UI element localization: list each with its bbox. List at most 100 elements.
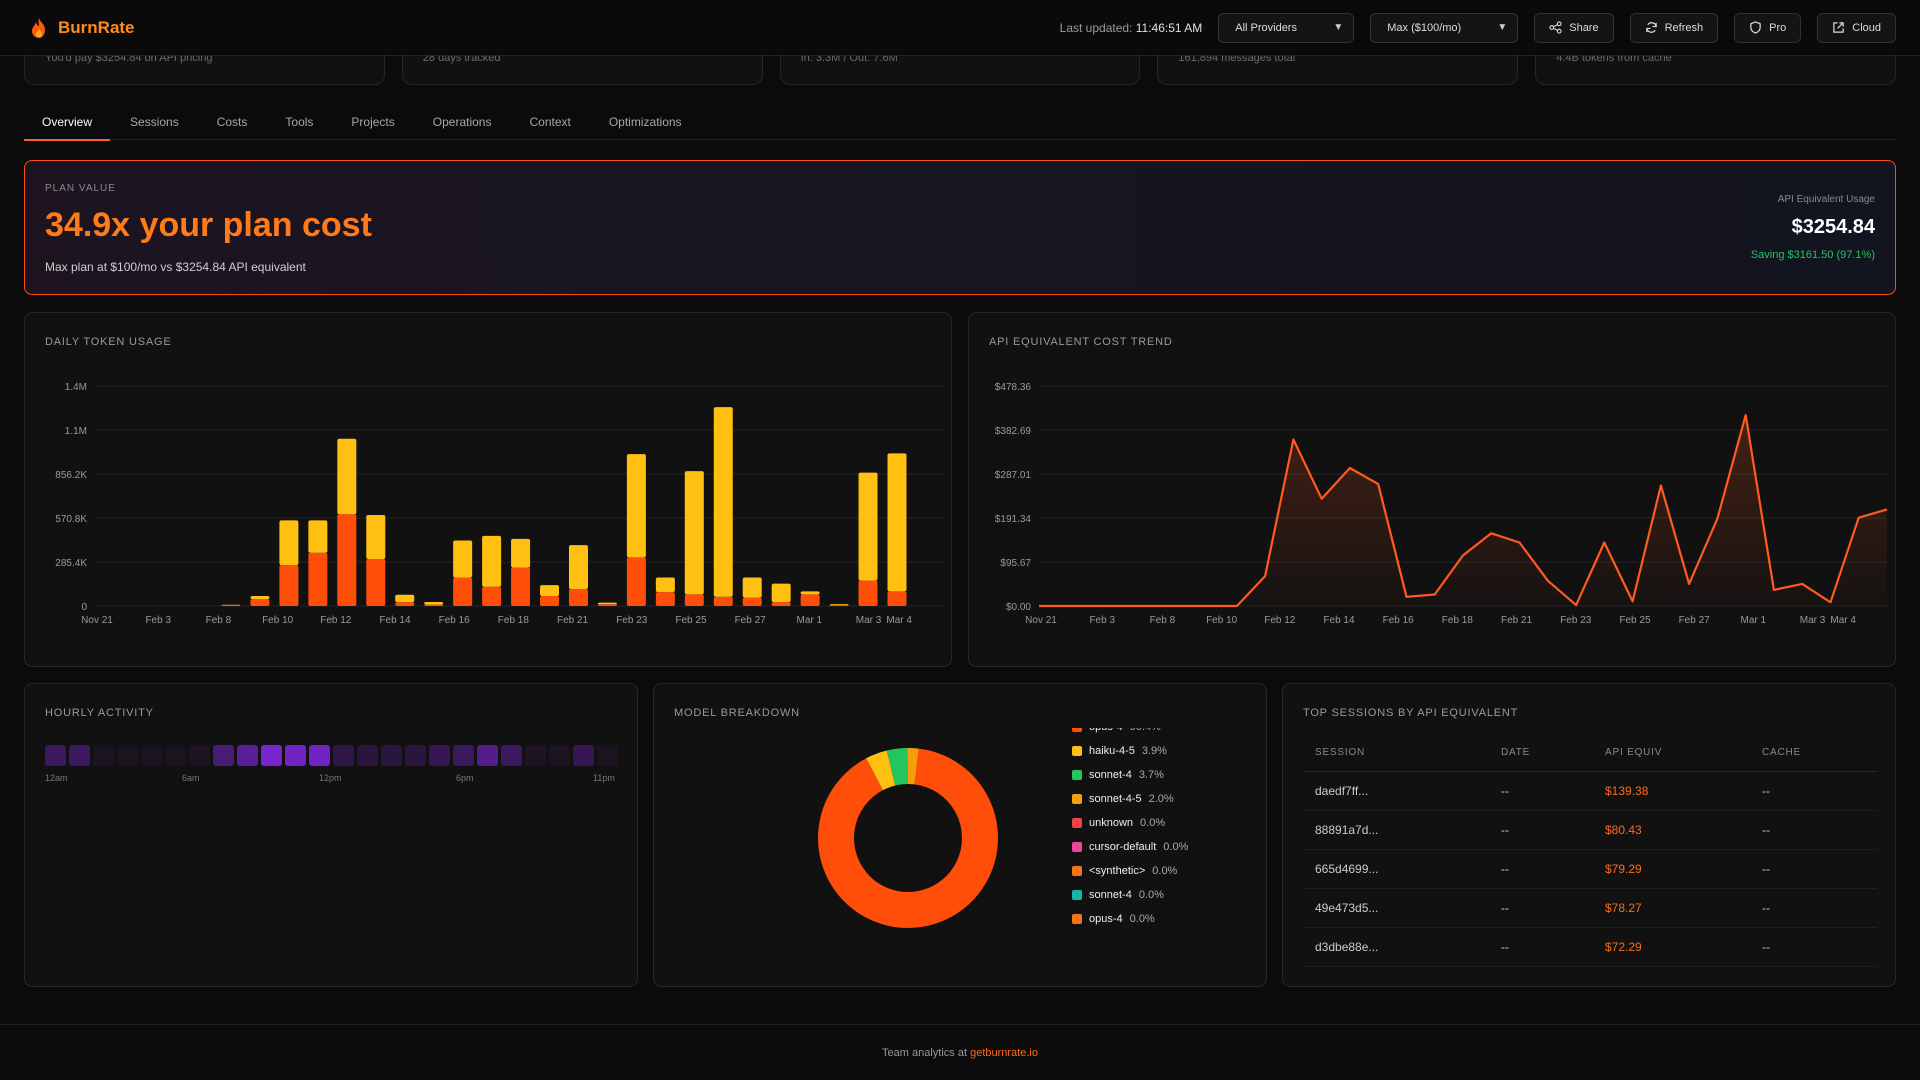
api-equivalent-label: API Equivalent Usage (1777, 194, 1875, 205)
token-bar (424, 604, 444, 606)
session-cache: -- (1750, 771, 1877, 811)
legend-swatch (1072, 770, 1082, 780)
legend-swatch (1072, 728, 1082, 732)
legend-item[interactable]: opus-4 0.0% (1072, 907, 1262, 931)
chevron-down-icon: ▼ (1333, 22, 1344, 33)
legend-item[interactable]: <synthetic> 0.0% (1072, 859, 1262, 883)
daily-token-usage-card: DAILY TOKEN USAGE 0 285.4K 570.8K 856.2K 1.1… (24, 312, 952, 667)
hour-cell[interactable] (213, 745, 234, 766)
hour-cell[interactable] (429, 745, 450, 766)
hour-cell[interactable] (93, 745, 114, 766)
tab-operations[interactable]: Operations (432, 115, 492, 129)
legend-swatch (1072, 842, 1082, 852)
hour-cell[interactable] (333, 745, 354, 766)
footer-link[interactable]: getburnrate.io (970, 1047, 1038, 1059)
legend-item[interactable]: sonnet-4-5 2.0% (1072, 787, 1262, 811)
hour-cell[interactable] (165, 745, 186, 766)
table-row[interactable]: 665d4699... -- $79.29 -- (1303, 849, 1877, 889)
hour-cell[interactable] (117, 745, 138, 766)
column-header-cache[interactable]: CACHE (1750, 734, 1877, 772)
token-bar (742, 597, 762, 606)
legend-name: opus-4 (1089, 728, 1123, 733)
x-tick-label: Mar 4 (886, 615, 912, 626)
hour-cell[interactable] (237, 745, 258, 766)
token-bar (308, 552, 328, 606)
token-bar (771, 602, 791, 606)
model-legend: opus-490.4%haiku-4-53.9%sonnet-43.7%sonn… (1072, 728, 1262, 938)
hour-cell[interactable] (309, 745, 330, 766)
tab-projects[interactable]: Projects (351, 115, 395, 129)
table-row[interactable]: d3dbe88e... -- $72.29 -- (1303, 927, 1877, 967)
hour-cell[interactable] (189, 745, 210, 766)
tab-tools[interactable]: Tools (285, 115, 314, 129)
cloud-button[interactable]: Cloud (1817, 12, 1896, 43)
column-header-api-equiv[interactable]: API EQUIV (1593, 734, 1750, 772)
token-bar (568, 545, 588, 590)
legend-name: opus-4 (1089, 913, 1123, 925)
token-bar (858, 580, 878, 606)
external-link-icon (1833, 22, 1844, 33)
refresh-icon (1645, 22, 1657, 33)
session-cache: -- (1750, 888, 1877, 928)
share-icon (1549, 21, 1562, 34)
hour-cell[interactable] (501, 745, 522, 766)
hour-cell[interactable] (477, 745, 498, 766)
legend-item[interactable]: unknown 0.0% (1072, 811, 1262, 835)
token-bar (858, 472, 878, 581)
hour-cell[interactable] (69, 745, 90, 766)
hour-cell[interactable] (597, 745, 618, 766)
provider-select[interactable]: All Providers ▼ (1218, 12, 1355, 43)
cloud-label: Cloud (1852, 21, 1881, 34)
card-title: DAILY TOKEN USAGE (45, 336, 172, 348)
table-row[interactable]: 88891a7d... -- $80.43 -- (1303, 810, 1877, 850)
session-id: 665d4699... (1303, 849, 1489, 889)
legend-item[interactable]: cursor-default 0.0% (1072, 835, 1262, 859)
legend-item[interactable]: haiku-4-5 3.9% (1072, 739, 1262, 763)
api-equivalent-value: $3254.84 (1791, 216, 1875, 238)
pro-button[interactable]: Pro (1734, 12, 1802, 43)
tab-overview[interactable]: Overview (24, 101, 111, 141)
hour-cell[interactable] (525, 745, 546, 766)
hourly-labels: 12am 6am 12pm 6pm 11pm (45, 773, 617, 787)
hour-cell[interactable] (453, 745, 474, 766)
footer-text: Team analytics at (882, 1047, 968, 1059)
table-row[interactable]: 49e473d5... -- $78.27 -- (1303, 888, 1877, 928)
tab-costs[interactable]: Costs (216, 115, 248, 129)
legend-name: unknown (1089, 817, 1134, 829)
tab-optimizations[interactable]: Optimizations (608, 115, 682, 129)
plan-value-card: PLAN VALUE 34.9x your plan cost Max plan… (24, 160, 1896, 295)
session-cost: $139.38 (1593, 771, 1750, 811)
tab-context[interactable]: Context (529, 115, 571, 129)
legend-item[interactable]: sonnet-4 0.0% (1072, 883, 1262, 907)
hour-cell[interactable] (45, 745, 66, 766)
last-updated-time: 11:46:51 AM (1135, 20, 1203, 35)
hour-cell[interactable] (261, 745, 282, 766)
hour-cell[interactable] (285, 745, 306, 766)
token-bar (221, 605, 241, 606)
token-bar (250, 595, 270, 600)
hour-cell[interactable] (405, 745, 426, 766)
tab-sessions[interactable]: Sessions (130, 115, 179, 129)
hour-cell[interactable] (573, 745, 594, 766)
share-button[interactable]: Share (1534, 12, 1614, 43)
plan-select[interactable]: Max ($100/mo) ▼ (1370, 12, 1519, 43)
daily-token-chart: 0 285.4K 570.8K 856.2K 1.1M 1.4M Nov 21 Feb 3 Fe… (55, 382, 943, 626)
column-header-session[interactable]: SESSION (1303, 734, 1489, 772)
refresh-button[interactable]: Refresh (1629, 12, 1719, 43)
legend-item[interactable]: sonnet-4 3.7% (1072, 763, 1262, 787)
token-bar (366, 558, 386, 606)
hour-cell[interactable] (141, 745, 162, 766)
token-bar (540, 595, 560, 606)
legend-pct: 2.0% (1148, 793, 1174, 805)
hour-cell[interactable] (357, 745, 378, 766)
last-updated-label: Last updated: (1059, 20, 1133, 35)
token-bar (800, 591, 820, 595)
y-tick-label: 1.1M (65, 426, 87, 437)
brand[interactable]: BurnRate (30, 17, 135, 39)
legend-name: sonnet-4 (1089, 769, 1132, 781)
hour-cell[interactable] (549, 745, 570, 766)
hour-cell[interactable] (381, 745, 402, 766)
table-row[interactable]: daedf7ff... -- $139.38 -- (1303, 771, 1877, 811)
column-header-date[interactable]: DATE (1489, 734, 1593, 772)
legend-item[interactable]: opus-4 90.4% (1072, 728, 1262, 739)
